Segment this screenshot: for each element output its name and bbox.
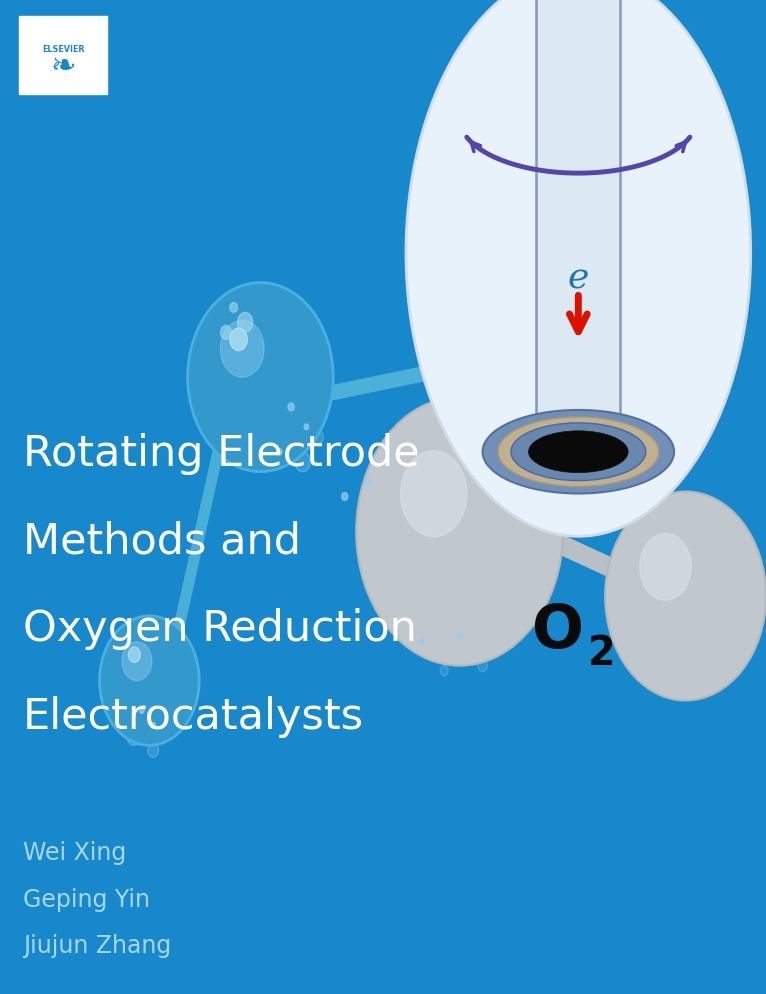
- Circle shape: [342, 493, 348, 501]
- Circle shape: [419, 638, 424, 644]
- Ellipse shape: [483, 411, 674, 494]
- Bar: [536, 0, 620, 452]
- Circle shape: [401, 451, 466, 537]
- Circle shape: [258, 429, 270, 445]
- Circle shape: [356, 398, 563, 666]
- Circle shape: [640, 534, 691, 600]
- Circle shape: [129, 647, 140, 663]
- Circle shape: [139, 708, 144, 714]
- Text: ❧: ❧: [51, 52, 77, 81]
- Text: O: O: [532, 601, 584, 661]
- Ellipse shape: [406, 0, 751, 537]
- Circle shape: [313, 430, 323, 444]
- Circle shape: [221, 326, 231, 340]
- Circle shape: [295, 452, 310, 472]
- Circle shape: [605, 492, 766, 701]
- Circle shape: [148, 744, 159, 757]
- Text: 2: 2: [588, 633, 616, 673]
- Ellipse shape: [529, 431, 628, 473]
- Circle shape: [122, 642, 152, 681]
- Circle shape: [100, 616, 199, 746]
- Circle shape: [304, 424, 309, 430]
- Circle shape: [453, 648, 466, 664]
- Circle shape: [440, 666, 448, 676]
- Text: e: e: [568, 261, 589, 295]
- Text: Oxygen Reduction: Oxygen Reduction: [23, 607, 417, 649]
- Circle shape: [126, 726, 142, 746]
- Circle shape: [237, 313, 253, 333]
- Circle shape: [114, 715, 123, 727]
- Text: Jiujun Zhang: Jiujun Zhang: [23, 933, 172, 957]
- Circle shape: [188, 283, 333, 472]
- Text: Methods and: Methods and: [23, 520, 301, 562]
- Circle shape: [277, 449, 282, 455]
- Text: Rotating Electrode: Rotating Electrode: [23, 432, 420, 474]
- Bar: [19, 17, 107, 94]
- Circle shape: [457, 633, 462, 639]
- Text: Wei Xing: Wei Xing: [23, 840, 126, 864]
- Circle shape: [365, 479, 370, 485]
- Text: ELSEVIER: ELSEVIER: [42, 45, 85, 54]
- Circle shape: [264, 408, 287, 437]
- Circle shape: [230, 329, 247, 351]
- Ellipse shape: [511, 423, 646, 481]
- Circle shape: [478, 660, 487, 672]
- Text: Electrocatalysts: Electrocatalysts: [23, 695, 364, 737]
- Circle shape: [161, 726, 169, 736]
- Ellipse shape: [498, 417, 659, 487]
- Circle shape: [151, 723, 155, 729]
- Circle shape: [230, 303, 237, 313]
- Text: Geping Yin: Geping Yin: [23, 887, 150, 911]
- Circle shape: [288, 404, 294, 412]
- Circle shape: [221, 321, 264, 378]
- Circle shape: [270, 420, 304, 464]
